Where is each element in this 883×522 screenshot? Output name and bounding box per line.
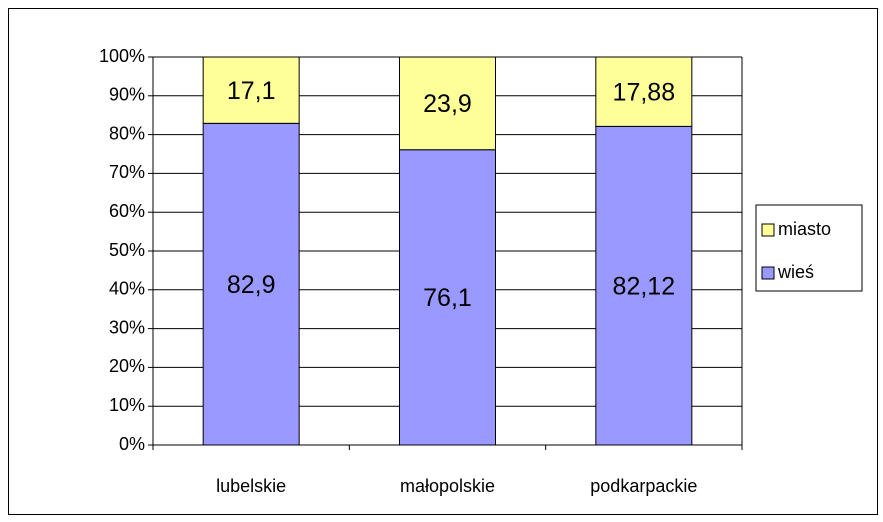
y-tick-label: 40% (109, 279, 145, 299)
data-label: 82,9 (227, 271, 276, 299)
x-tick-label: podkarpackie (590, 476, 697, 496)
legend-swatch (761, 266, 775, 280)
bar-segment (202, 56, 300, 124)
bar-segment (202, 122, 300, 446)
data-label: 76,1 (423, 284, 472, 312)
x-tick-label: małopolskie (400, 476, 495, 496)
legend-label: wieś (777, 262, 814, 282)
y-tick-label: 20% (109, 356, 145, 376)
bar-segment (399, 56, 496, 151)
data-label: 23,9 (423, 90, 472, 118)
data-label: 82,12 (613, 272, 676, 300)
y-tick-label: 50% (109, 240, 145, 260)
y-tick-label: 10% (109, 395, 145, 415)
y-tick-label: 80% (109, 123, 145, 143)
y-tick-label: 100% (99, 46, 145, 66)
data-label: 17,1 (227, 77, 276, 105)
y-tick-label: 90% (109, 85, 145, 105)
bar-segment (399, 149, 496, 446)
y-tick-label: 70% (109, 162, 145, 182)
y-tick-label: 60% (109, 201, 145, 221)
legend-swatch (761, 223, 775, 237)
bar-segment (595, 125, 693, 446)
legend-label: miasto (778, 219, 831, 239)
data-label: 17,88 (613, 78, 676, 106)
x-tick-label: lubelskie (216, 476, 286, 496)
y-tick-label: 30% (109, 317, 145, 337)
bar-segment (595, 56, 693, 127)
y-tick-label: 0% (119, 434, 145, 454)
